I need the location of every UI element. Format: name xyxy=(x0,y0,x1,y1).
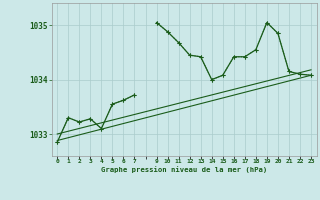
X-axis label: Graphe pression niveau de la mer (hPa): Graphe pression niveau de la mer (hPa) xyxy=(101,166,267,173)
